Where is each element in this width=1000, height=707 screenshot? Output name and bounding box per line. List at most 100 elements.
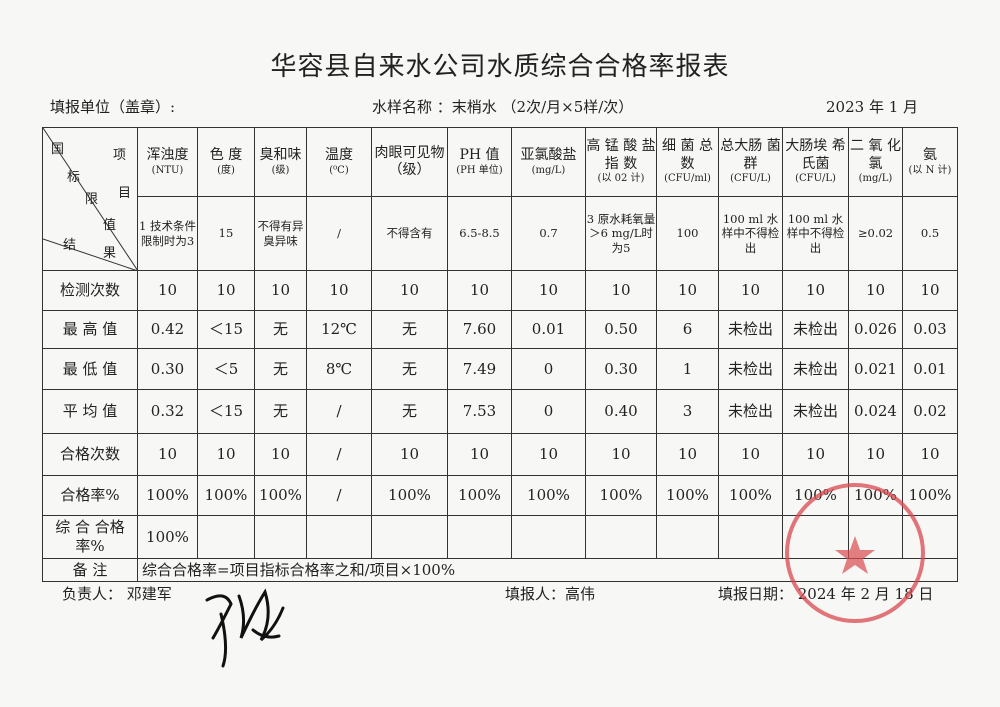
table-cell: 10: [511, 270, 586, 311]
table-cell: 100%: [585, 475, 657, 516]
table-cell: 10: [782, 433, 849, 476]
cell-value: 3: [682, 402, 693, 421]
column-header: 氨 (以 N 计): [902, 127, 958, 197]
corner-label: 结: [63, 238, 77, 253]
column-name: PH 值: [459, 147, 500, 163]
table-cell: 10: [371, 270, 448, 311]
table-cell: 3: [656, 389, 719, 434]
table-cell: 无: [254, 389, 307, 434]
remark-text: 综合合格率=项目指标合格率之和/项目×100%: [142, 560, 456, 579]
overall-value: 100%: [146, 527, 189, 546]
table-cell: 10: [848, 433, 903, 476]
column-name: 臭和味: [259, 147, 302, 163]
row-header: 合格次数: [42, 433, 138, 476]
limit-value: 1 技术条件限制时为3: [139, 219, 196, 248]
column-name: 高 锰 酸 盐 指 数: [586, 138, 656, 172]
column-name: 细 菌 总 数: [662, 138, 713, 172]
column-name: 总大肠 菌 群: [720, 138, 781, 172]
table-cell: 0.30: [585, 348, 657, 390]
table-cell: 100%: [656, 475, 719, 516]
cell-value: 10: [399, 281, 420, 300]
cell-value: 0.32: [150, 402, 185, 421]
column-unit: (以 N 计): [908, 164, 952, 176]
cell-value: 100%: [204, 486, 248, 505]
table-cell: 10: [718, 433, 783, 476]
column-name: 温度: [325, 147, 353, 163]
cell-value: 10: [677, 445, 698, 464]
table-cell: /: [306, 475, 372, 516]
table-cell: 无: [254, 348, 307, 390]
table-cell: 10: [782, 270, 849, 311]
column-header: 亚氯酸盐 (mg/L): [511, 127, 586, 197]
column-header: PH 值 (PH 单位): [447, 127, 512, 197]
row-label: 合格率%: [60, 486, 120, 505]
column-name: 色 度: [209, 147, 243, 163]
cell-value: 100%: [259, 486, 302, 505]
report-month: 2023 年 1 月: [826, 98, 919, 116]
cell-value: 0.02: [913, 402, 947, 421]
row-label: 平 均 值: [62, 402, 118, 421]
corner-label: 限: [85, 192, 99, 207]
table-cell: 7.49: [447, 348, 512, 390]
cell-value: 100%: [388, 486, 431, 505]
cell-value: 未检出: [792, 359, 838, 378]
table-cell: 未检出: [782, 389, 849, 434]
cell-value: 0.50: [604, 320, 638, 339]
cell-value: 无: [401, 402, 417, 421]
table-cell: 无: [371, 310, 448, 349]
table-cell: 7.60: [447, 310, 512, 349]
table-cell: 100%: [254, 475, 307, 516]
table-cell: 0.01: [511, 310, 586, 349]
sample-name: 水样名称 ：末梢水 （2次/月×5样/次）: [372, 98, 634, 116]
table-cell: 6: [656, 310, 719, 349]
table-row: 检测次数 10 10 10 10 10 10 10 10 10 10 10 10 10: [42, 270, 958, 311]
table-cell: 0.03: [902, 310, 958, 349]
limit-value: 100: [676, 226, 699, 241]
cell-value: 10: [805, 281, 826, 300]
limit-value: 3 原水耗氧量＞6 mg/L时为5: [586, 211, 656, 255]
cell-value: 无: [272, 402, 288, 421]
cell-value: 10: [270, 281, 291, 300]
column-unit: (度): [217, 164, 235, 176]
table-cell: 0.01: [902, 348, 958, 390]
limit-cell: 3 原水耗氧量＞6 mg/L时为5: [585, 196, 657, 271]
table-cell: 0: [511, 389, 586, 434]
table-cell: 10: [718, 270, 783, 311]
cell-value: 8℃: [325, 359, 353, 378]
overall-label: 综 合 合格率%: [55, 518, 125, 555]
cell-value: ＜15: [208, 402, 244, 421]
cell-value: 0.01: [913, 359, 947, 378]
limit-cell: 100 ml 水样中不得检出: [718, 196, 783, 271]
row-header: 最 高 值: [42, 310, 138, 349]
cell-value: 0.42: [150, 320, 185, 339]
table-cell: 10: [254, 270, 307, 311]
table-cell: ＜15: [197, 310, 255, 349]
table-cell: 10: [447, 433, 512, 476]
table-cell: 10: [511, 433, 586, 476]
table-cell: 10: [585, 433, 657, 476]
cell-value: 10: [677, 281, 698, 300]
corner-label: 标: [67, 170, 81, 185]
table-cell: 0.02: [902, 389, 958, 434]
column-unit: (mg/L): [531, 164, 566, 176]
cell-value: 10: [399, 445, 420, 464]
table-cell: 100%: [511, 475, 586, 516]
limit-cell: 不得有异臭异味: [254, 196, 307, 271]
limit-value: 不得含有: [386, 226, 433, 241]
responsible-person: 负责人： 邓建军: [62, 585, 172, 603]
table-cell: 未检出: [718, 310, 783, 349]
corner-header: 国标限值结果 项目: [42, 127, 138, 271]
cell-value: 10: [865, 281, 886, 300]
column-header: 肉眼可见物（级）: [371, 127, 448, 197]
table-row: 最 高 值 0.42 ＜15 无 12℃ 无 7.60 0.01 0.50 6 未检出 未检出 0.02…: [42, 310, 958, 349]
cell-value: 100%: [666, 486, 709, 505]
table-cell: 无: [371, 348, 448, 390]
cell-value: 10: [865, 445, 886, 464]
column-unit: (⁰C): [329, 164, 349, 176]
column-header: 浑浊度 (NTU): [137, 127, 198, 197]
cell-value: 10: [469, 445, 490, 464]
table-cell: ＜5: [197, 348, 255, 390]
cell-value: 10: [740, 445, 761, 464]
cell-value: 无: [401, 320, 417, 339]
cell-value: 无: [272, 320, 288, 339]
